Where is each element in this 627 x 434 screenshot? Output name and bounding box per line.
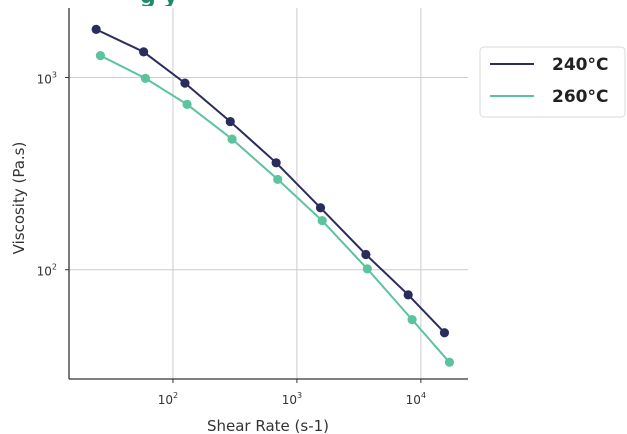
y-tick-label: 103 — [37, 71, 57, 87]
data-point — [315, 203, 326, 213]
legend-label: 240°C — [552, 55, 608, 75]
data-point — [439, 328, 450, 338]
data-point — [273, 174, 283, 185]
y-axis-label: Viscosity (Pa.s) — [10, 142, 28, 255]
data-point — [271, 158, 281, 168]
legend: 240°C 260°C — [479, 46, 626, 118]
x-tick-labels: 102 103 104 — [158, 379, 426, 407]
data-point — [95, 51, 106, 61]
chart-title-fragment: g y — [140, 0, 178, 9]
x-tick-label: 104 — [406, 391, 426, 407]
legend-label: 260°C — [552, 87, 608, 107]
grid-lines — [69, 8, 468, 379]
svg-text:g y: g y — [140, 0, 178, 9]
x-tick-label: 103 — [282, 391, 302, 407]
data-point — [225, 116, 235, 127]
series-1 — [91, 24, 450, 338]
data-point — [139, 47, 149, 57]
y-tick-label: 102 — [37, 263, 57, 279]
series-line — [99, 54, 451, 363]
data-point — [362, 264, 372, 274]
data-point — [182, 99, 192, 109]
data-point — [444, 357, 455, 367]
x-axis-label: Shear Rate (s-1) — [207, 417, 329, 434]
data-point — [407, 315, 417, 325]
data-point — [317, 216, 327, 226]
data-point — [403, 290, 413, 300]
data-point — [140, 73, 151, 83]
data-point — [227, 134, 237, 144]
axes — [68, 8, 468, 380]
data-series — [91, 24, 455, 367]
x-tick-label: 102 — [158, 391, 178, 407]
data-point — [91, 24, 101, 34]
y-tick-labels: 102 103 — [37, 71, 69, 279]
data-point — [180, 78, 190, 88]
data-point — [361, 249, 371, 260]
series-2 — [95, 51, 455, 367]
